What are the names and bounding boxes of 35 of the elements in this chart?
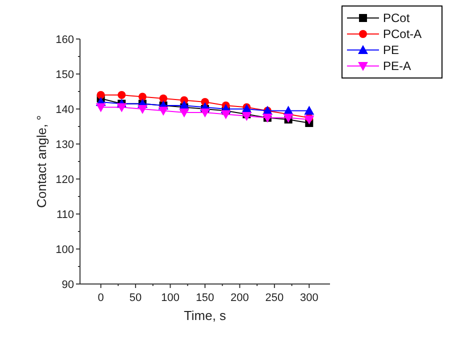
point xyxy=(96,91,105,99)
x-tick-label: 250 xyxy=(265,292,284,304)
y-tick-label: 100 xyxy=(56,244,74,256)
point xyxy=(138,105,148,114)
legend-label: PE-A xyxy=(383,59,412,73)
y-tick-label: 120 xyxy=(56,174,74,186)
y-tick-label: 130 xyxy=(56,139,74,151)
x-tick-label: 300 xyxy=(300,292,318,304)
x-axis-title: Time, s xyxy=(184,308,227,323)
y-tick-label: 160 xyxy=(56,34,74,46)
legend-label: PCot-A xyxy=(383,27,422,41)
x-tick-label: 0 xyxy=(98,292,104,304)
point xyxy=(220,110,231,120)
x-tick-label: 150 xyxy=(196,292,214,304)
y-tick-label: 150 xyxy=(56,69,74,81)
point xyxy=(159,94,168,102)
legend-label: PCot xyxy=(383,11,410,25)
point xyxy=(304,106,314,115)
y-tick-label: 140 xyxy=(56,104,74,116)
y-axis-title: Contact angle, ° xyxy=(34,115,49,208)
point xyxy=(96,103,106,112)
x-tick-label: 100 xyxy=(161,292,180,304)
point xyxy=(158,106,168,116)
point xyxy=(179,108,190,118)
point xyxy=(118,91,126,99)
legend-label: PE xyxy=(383,43,400,57)
point xyxy=(116,103,127,112)
point xyxy=(304,116,314,124)
point xyxy=(200,108,210,118)
y-tick-label: 110 xyxy=(56,209,74,221)
y-tick-label: 90 xyxy=(62,279,74,291)
point xyxy=(138,92,146,101)
point xyxy=(242,112,252,121)
x-tick-label: 200 xyxy=(230,292,249,304)
x-tick-label: 50 xyxy=(129,292,142,304)
